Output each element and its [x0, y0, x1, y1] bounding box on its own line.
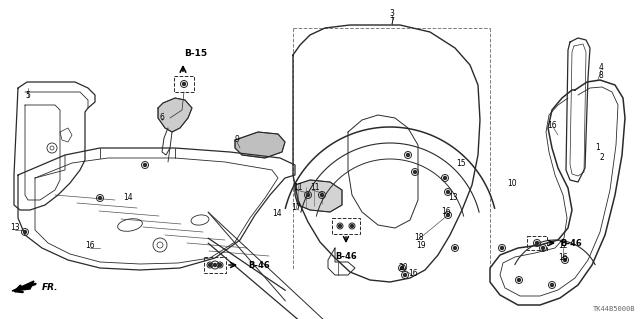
Text: 2: 2 [600, 153, 604, 162]
Circle shape [209, 263, 211, 266]
Circle shape [214, 263, 216, 266]
Text: 16: 16 [558, 254, 568, 263]
Text: 16: 16 [547, 121, 557, 130]
Text: FR.: FR. [42, 283, 58, 292]
Circle shape [447, 190, 449, 194]
Circle shape [143, 164, 147, 167]
Circle shape [406, 153, 410, 157]
Circle shape [182, 83, 186, 85]
Text: 5: 5 [26, 91, 31, 100]
Circle shape [339, 225, 342, 227]
Bar [332, 218, 360, 234]
Text: 14: 14 [272, 209, 282, 218]
Text: 6: 6 [159, 114, 164, 122]
Polygon shape [12, 281, 34, 291]
Circle shape [447, 213, 449, 217]
Text: 13: 13 [10, 224, 20, 233]
Circle shape [550, 284, 554, 286]
Circle shape [99, 197, 102, 199]
Text: 3: 3 [390, 9, 394, 18]
Polygon shape [235, 132, 285, 158]
Text: 16: 16 [408, 269, 418, 278]
Circle shape [307, 194, 310, 197]
Text: B-46: B-46 [560, 239, 582, 248]
Circle shape [563, 258, 566, 262]
Polygon shape [158, 98, 192, 132]
Text: 1: 1 [596, 144, 600, 152]
Text: 8: 8 [598, 71, 604, 80]
Circle shape [500, 247, 504, 249]
Circle shape [518, 278, 520, 281]
Text: B-15: B-15 [184, 48, 207, 57]
Text: 18: 18 [414, 233, 424, 241]
Text: B-46: B-46 [248, 261, 269, 270]
Text: 17: 17 [291, 203, 301, 211]
Text: 14: 14 [123, 194, 133, 203]
Circle shape [444, 176, 447, 180]
Text: 7: 7 [390, 18, 394, 26]
Text: B-46: B-46 [335, 252, 357, 261]
Text: TK44B5000B: TK44B5000B [593, 306, 635, 312]
Circle shape [401, 266, 403, 270]
Circle shape [413, 170, 417, 174]
Circle shape [541, 247, 545, 249]
Circle shape [321, 194, 323, 197]
Text: 12: 12 [558, 241, 568, 250]
Text: 11: 11 [293, 183, 303, 192]
Text: 16: 16 [85, 241, 95, 250]
Polygon shape [295, 180, 342, 212]
Circle shape [454, 247, 456, 249]
Text: 16: 16 [441, 207, 451, 217]
Text: 4: 4 [598, 63, 604, 72]
Text: 13: 13 [448, 194, 458, 203]
Circle shape [536, 241, 538, 244]
Text: 10: 10 [507, 179, 517, 188]
Text: 20: 20 [398, 263, 408, 272]
Circle shape [218, 263, 221, 266]
Bar [204, 257, 226, 273]
Bar [174, 76, 194, 92]
Text: 11: 11 [310, 183, 320, 192]
Bar [527, 236, 547, 250]
Text: 15: 15 [456, 159, 466, 167]
Text: 19: 19 [416, 241, 426, 250]
Circle shape [403, 273, 406, 277]
Circle shape [351, 225, 353, 227]
Circle shape [24, 231, 26, 234]
Text: 9: 9 [235, 136, 239, 145]
